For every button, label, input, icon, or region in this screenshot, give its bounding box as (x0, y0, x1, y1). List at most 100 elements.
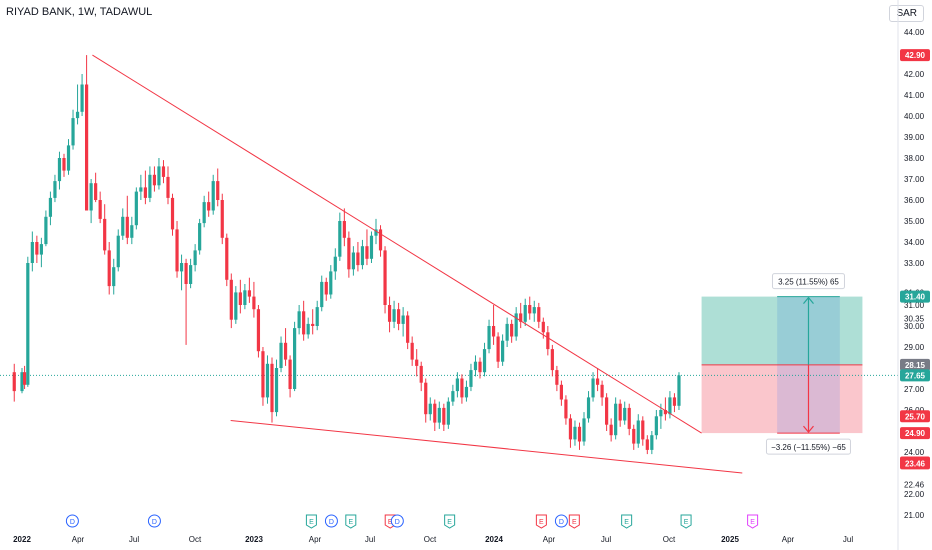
candle-body (179, 263, 184, 272)
candle-body (175, 229, 179, 272)
time-axis[interactable]: 2022 Apr Jul Oct 2023 Apr Jul Oct 2024 Apr Jul Oct 2… (13, 535, 853, 544)
candle-body (605, 397, 609, 425)
dividend-icon (147, 514, 161, 528)
trendline-lower[interactable] (230, 420, 743, 474)
time-tick-label: 2023 (245, 535, 263, 544)
candle-body (360, 246, 365, 266)
candle-body (84, 84, 89, 211)
dividend-icon (65, 514, 79, 528)
candle (116, 229, 120, 272)
candle (505, 317, 509, 347)
candle-body (315, 307, 319, 326)
candle (645, 435, 649, 455)
candle (605, 393, 609, 431)
candle (482, 342, 487, 377)
candle-body (62, 158, 66, 171)
trendline-upper[interactable] (92, 54, 702, 434)
candle-body (311, 323, 315, 326)
candle-body (478, 361, 482, 373)
candle-body (532, 307, 536, 314)
candle-body (501, 340, 505, 362)
candle (342, 208, 346, 247)
price-tick-label: 27.00 (904, 385, 925, 394)
candle-body (415, 359, 419, 366)
candle-body (261, 351, 265, 398)
candle-body (216, 181, 220, 200)
profit-zone (701, 296, 863, 365)
candle-body (288, 359, 292, 389)
candle-body (302, 311, 306, 335)
candle (324, 277, 328, 301)
event-label: E (750, 519, 755, 526)
price-axis[interactable]: 44.0042.9542.0041.0040.0039.0038.0037.00… (904, 28, 925, 520)
candle-body (600, 384, 604, 398)
candle (415, 349, 419, 377)
candle (406, 311, 410, 350)
candle-body (387, 305, 392, 322)
event-label: D (152, 519, 157, 526)
candle (532, 300, 536, 322)
candle-body (437, 407, 441, 423)
candle (582, 412, 586, 446)
candle-body (401, 315, 405, 324)
candle (478, 357, 482, 379)
event-label: E (684, 519, 689, 526)
candle (442, 403, 446, 431)
price-label-badge (900, 49, 930, 62)
candle (57, 151, 62, 190)
candle-body (53, 181, 57, 198)
candle (623, 401, 627, 425)
candle-body (225, 237, 229, 280)
price-tick-label: 42.00 (904, 70, 925, 79)
candle (464, 380, 469, 402)
loss-label: −3.26 (−11.55%) −65 (771, 443, 846, 452)
candle (397, 302, 401, 331)
candle (261, 347, 265, 406)
candle-body (211, 181, 215, 211)
candle (152, 166, 157, 192)
candle (600, 380, 604, 406)
candle (175, 221, 179, 278)
candle (537, 302, 541, 329)
candle (311, 309, 315, 335)
price-label-badge (900, 457, 930, 470)
candle-body (57, 158, 62, 182)
candle (225, 233, 229, 287)
candle (586, 391, 591, 423)
candle-body (505, 323, 509, 341)
time-tick-label: Apr (782, 535, 795, 544)
candle (672, 393, 677, 413)
price-tick-label: 22.46 (904, 480, 925, 489)
candle-body (283, 342, 288, 360)
event-label: D (559, 519, 564, 526)
price-tick-label: 35.00 (904, 217, 925, 226)
price-label-badge (900, 427, 930, 440)
candle (577, 422, 582, 450)
candle-body (279, 342, 283, 368)
candle (469, 363, 473, 392)
event-label: E (348, 519, 353, 526)
candle-body (121, 216, 125, 236)
earnings-icon (747, 514, 759, 529)
candle-body (537, 307, 541, 322)
candle (274, 359, 279, 417)
event-label: E (624, 519, 629, 526)
candle-body (573, 426, 577, 440)
candle-body (406, 315, 410, 343)
candle-body (378, 229, 383, 251)
candle (555, 365, 559, 392)
earnings-icon (680, 514, 692, 529)
candle (568, 414, 573, 448)
time-tick-label: 2024 (485, 535, 503, 544)
event-label: E (539, 519, 544, 526)
candle-body (193, 250, 197, 266)
price-tick-label: 30.00 (904, 322, 925, 331)
candle-body (392, 309, 396, 322)
candle-body (568, 418, 573, 440)
candle (446, 397, 450, 429)
time-tick-label: Jul (129, 535, 139, 544)
candle (270, 357, 274, 423)
